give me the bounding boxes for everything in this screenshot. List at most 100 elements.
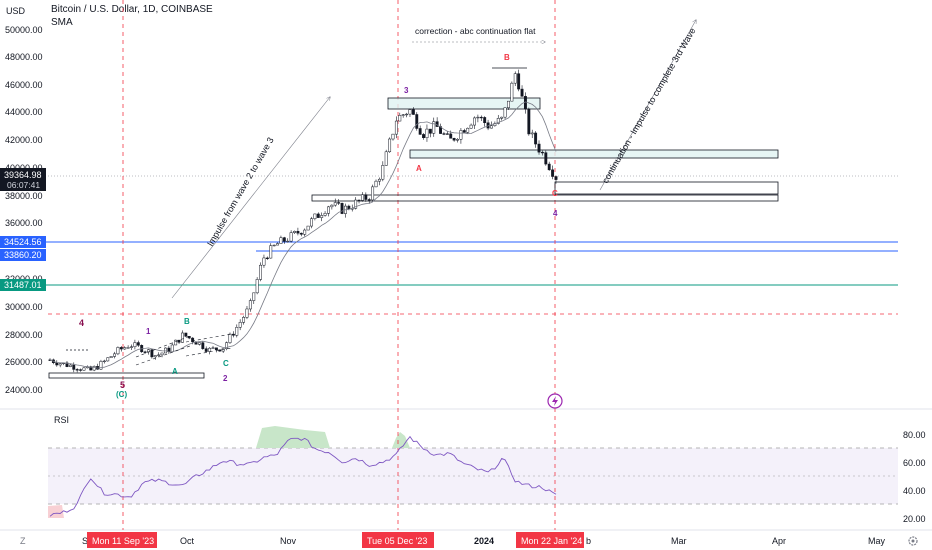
lightning-icon[interactable] [547,393,563,409]
gear-icon[interactable] [908,536,918,546]
rsi-axis[interactable]: 80.00 60.00 40.00 20.00 [903,430,926,524]
correction-annotation[interactable]: correction - abc continuation flat [415,26,536,36]
wave-label-b-red[interactable]: B [504,53,510,62]
support-box-4[interactable] [48,372,205,379]
candle-body [130,346,133,348]
resistance-box[interactable] [387,97,541,110]
candle-body [228,333,232,343]
time-axis[interactable]: Z S Oct Nov 2024 b Mar Apr May Mon 11 Se… [20,532,918,548]
candle-body [534,132,538,145]
blue-level-tag-1 [0,236,46,248]
candle-body [333,202,337,206]
candle-body [55,362,59,366]
wave-label-1[interactable]: 1 [146,327,151,336]
symbol-title[interactable]: Bitcoin / U.S. Dollar, 1D, COINBASE [51,4,213,15]
rsi-line [49,435,557,517]
candle-body [79,369,83,371]
candle-body [483,117,487,124]
candle-body [466,127,470,133]
candle-body [381,165,385,180]
candle-body [347,205,351,210]
candle-body [360,194,364,201]
price-axis[interactable]: 50000.00 48000.00 46000.00 44000.00 4200… [0,25,46,395]
candle-body [225,342,229,349]
rsi-tick-60: 60.00 [903,458,926,468]
continuation-annotation[interactable]: continuation - Impulse to complete 3rd W… [600,26,698,185]
rsi-tick-20: 20.00 [903,514,926,524]
date-marker-tag-1 [87,532,157,548]
candle-body [282,237,286,242]
candlestick-series[interactable] [48,69,558,373]
candle-body [496,118,500,124]
candle-body [245,308,249,318]
candle-body [106,357,110,362]
candle-body [272,244,276,247]
time-tick-2024: 2024 [474,536,494,546]
price-tick-48000: 48000.00 [5,52,43,62]
sma-indicator-label[interactable]: SMA [51,17,73,28]
support-box-2[interactable] [554,181,779,195]
green-level-tag [0,279,46,291]
candle-body [537,143,541,153]
candle-body [303,229,307,235]
zoom-reset-button[interactable]: Z [20,536,26,546]
wave-label-2[interactable]: 2 [223,374,228,383]
wave-label-b-green[interactable]: B [184,317,190,326]
candle-body [510,82,514,102]
price-tick-30000: 30000.00 [5,302,43,312]
candle-body [530,132,534,135]
candle-body [517,73,521,90]
candle-body [255,279,259,294]
wave-label-4-left[interactable]: 4 [79,318,84,328]
wave-label-4-right[interactable]: 4 [553,209,558,218]
green-level-value: 31487.01 [4,280,42,290]
wave-label-c-paren[interactable]: (C) [116,390,127,399]
price-tick-44000: 44000.00 [5,107,43,117]
candle-body [279,237,283,244]
candle-body [490,125,493,129]
candle-body [415,114,419,129]
candle-body [398,115,402,122]
rsi-indicator-label[interactable]: RSI [54,415,70,425]
candle-body [191,337,195,343]
wave-label-c-green[interactable]: C [223,359,229,368]
wave-label-3[interactable]: 3 [404,86,409,95]
candle-body [58,363,62,366]
candle-body [547,163,551,171]
wave-trendline-3 [185,333,233,343]
impulse-annotation[interactable]: Impulse from wave 2 to wave 3 [205,136,276,248]
candle-body [116,347,120,355]
candle-body [391,133,395,140]
candle-body [408,109,412,115]
wave-label-a-red[interactable]: A [416,164,422,173]
candle-body [357,199,361,202]
wave-label-c-red[interactable]: C [552,189,558,198]
candle-body [147,349,150,353]
wave-label-5[interactable]: 5 [120,380,125,390]
candle-body [269,245,273,259]
date-marker-label-2: Tue 05 Dec '23 [367,536,427,546]
support-box-1[interactable] [409,149,779,159]
candle-body [377,178,381,182]
support-box-3[interactable] [311,194,779,202]
candle-body [204,348,208,352]
continuation-arrow[interactable] [599,20,696,191]
candle-body [289,232,293,242]
candle-body [89,366,93,371]
candle-body [354,199,358,209]
candle-body [513,73,517,84]
price-tick-38000: 38000.00 [5,191,43,201]
rsi-overbought-fill-2 [392,432,410,448]
candle-body [554,176,558,180]
sma-line [49,101,557,369]
candle-body [102,360,106,363]
impulse-arrow[interactable] [171,97,330,299]
wave-label-a-green[interactable]: A [172,367,178,376]
candle-body [157,354,161,356]
candle-body [316,213,320,218]
candle-body [551,169,555,177]
candle-body [72,364,76,370]
candle-body [113,353,116,357]
